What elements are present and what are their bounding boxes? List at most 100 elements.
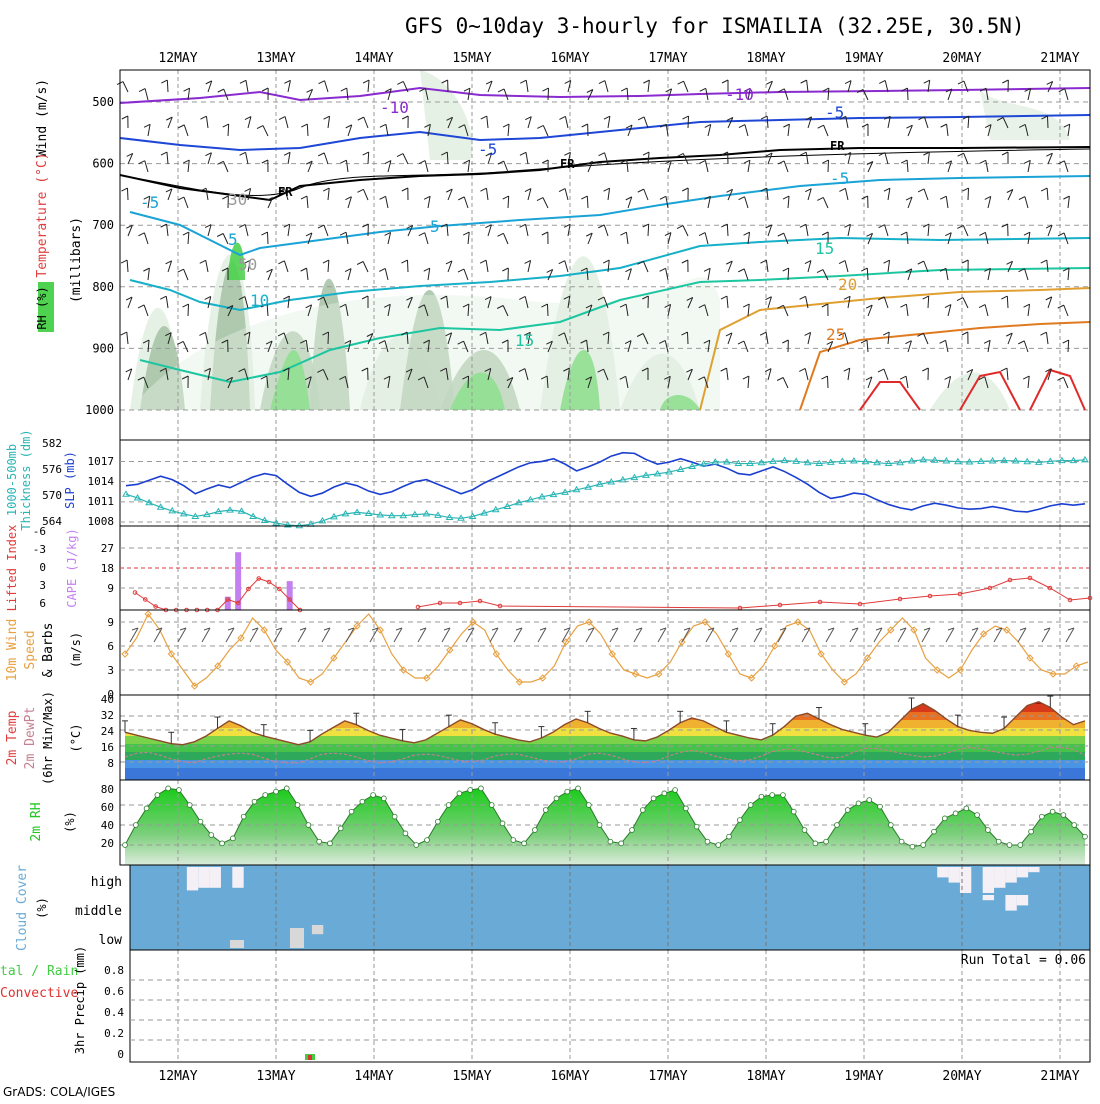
wind-barb	[363, 189, 368, 200]
wind-barb-flag	[480, 260, 486, 263]
temp-label3: (6hr Min/Max)	[41, 691, 55, 785]
rh-marker	[932, 829, 937, 834]
wind-barb-flag	[319, 81, 325, 84]
wind-barb	[144, 233, 148, 244]
wind-barb-flag	[699, 233, 705, 236]
top-date-label: 20MAY	[942, 51, 981, 66]
contour-label: 15	[515, 331, 534, 350]
wind-barb-flag	[918, 189, 924, 192]
wind-barb-flag	[178, 269, 184, 272]
wind-barb-flag	[1040, 332, 1046, 335]
cloud-patch-high	[983, 867, 994, 893]
temp-band	[120, 760, 1090, 768]
wind-barb-flag	[979, 232, 985, 235]
wind-barb-flag	[183, 232, 189, 235]
cape-tick: 27	[101, 542, 114, 555]
rh-marker	[123, 843, 128, 848]
precip-conv-bar	[308, 1055, 312, 1060]
wind-barb-flag	[497, 233, 503, 236]
rh-marker	[673, 788, 678, 793]
contour-label: 5	[228, 230, 238, 249]
wind-barb	[428, 268, 430, 280]
wind-barb	[644, 117, 648, 128]
rh-marker	[360, 799, 365, 804]
wind-barb	[324, 153, 328, 164]
rh-marker	[468, 788, 473, 793]
wind-barb	[386, 196, 388, 208]
rh-marker	[274, 789, 279, 794]
wind-barb-flag	[682, 188, 688, 191]
wind-barb	[946, 340, 948, 352]
contour-label: 30	[228, 190, 247, 209]
wind-barb	[123, 82, 128, 92]
contour-label: 25	[826, 325, 845, 344]
wind-barb	[848, 368, 850, 380]
wind-barb	[784, 233, 788, 244]
surface-wind-barb	[538, 628, 546, 642]
wind-barb	[888, 188, 890, 200]
wind-barb-flag	[419, 233, 425, 236]
wind-barb	[486, 260, 488, 272]
wind-barb	[127, 188, 128, 200]
wind-barb	[184, 269, 188, 280]
cloud-patch-high	[187, 867, 198, 890]
wind-barb	[447, 152, 448, 164]
wind-barb	[1047, 188, 1048, 200]
rh-marker	[500, 821, 505, 826]
wind-barb	[946, 196, 948, 208]
wind-barb-flag	[979, 305, 985, 308]
wind-barb	[924, 189, 928, 200]
wind-barb-flag	[480, 188, 486, 191]
surface-wind-barb	[562, 628, 570, 642]
wind-barb	[1064, 161, 1068, 172]
wind-barb	[784, 89, 788, 100]
wind-barb-flag	[502, 268, 508, 271]
wind-barb-flag	[184, 88, 190, 91]
rh-marker	[845, 808, 850, 813]
wind-barb	[708, 268, 710, 280]
wind-barb-flag	[1002, 80, 1008, 83]
surface-wind-barb	[1018, 628, 1026, 642]
wind-barb-flag	[862, 124, 868, 127]
wind-barb-flag	[980, 160, 986, 163]
wind-barb	[526, 80, 528, 92]
isotherm-30	[1030, 370, 1085, 410]
isotherm-10	[130, 238, 1090, 310]
li-tick: -3	[33, 543, 46, 556]
wind-barb-flag	[519, 296, 525, 299]
wind-barb-flag	[678, 81, 684, 84]
wind-barb	[648, 80, 649, 92]
wind-barb-flag	[599, 153, 605, 156]
wind-barb	[884, 369, 888, 380]
wind-barb-flag	[817, 197, 823, 200]
wind-barb	[823, 197, 828, 208]
lifted-index-line	[135, 579, 300, 611]
cloud-patch-high	[937, 867, 948, 877]
wind-barb	[263, 126, 268, 136]
isotherm-fr-inner	[120, 149, 1090, 196]
wind-barb-flag	[1001, 296, 1007, 299]
wind-barb	[166, 296, 168, 308]
wind-barb-flag	[823, 160, 829, 163]
wind-barb	[928, 296, 929, 308]
wind-barb-flag	[884, 260, 890, 263]
wind-barb-flag	[520, 80, 526, 83]
bottom-date-label: 16MAY	[550, 1069, 589, 1084]
rh-marker	[651, 796, 656, 801]
rh-marker	[727, 834, 732, 839]
wind-barb	[845, 261, 848, 272]
top-date-label: 13MAY	[256, 51, 295, 66]
wind-barb-flag	[839, 188, 845, 191]
wind-barb-flag	[962, 260, 968, 263]
wind-barb-flag	[200, 260, 206, 263]
rh-marker	[295, 803, 300, 808]
wind-barb-flag	[883, 332, 889, 335]
pressure-tick: 1000	[85, 403, 114, 417]
rh-marker	[813, 841, 818, 846]
wind-label1: 10m Wind	[5, 619, 20, 682]
wind-barb-flag	[744, 232, 750, 235]
wind-barb	[923, 333, 928, 344]
wind-barb-flag	[901, 232, 907, 235]
cloud-patch-low	[312, 925, 323, 934]
